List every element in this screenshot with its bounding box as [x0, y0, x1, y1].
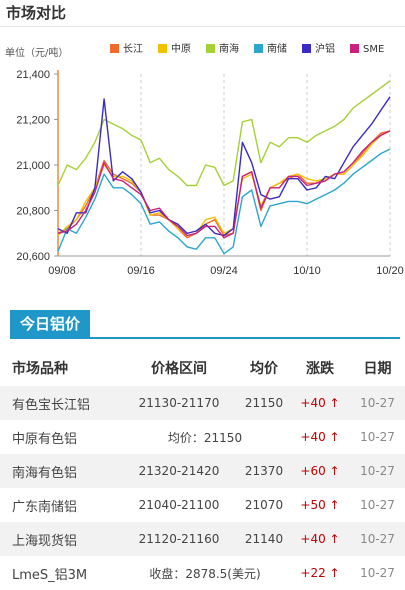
- cell-merged-price: 均价：21150: [167, 430, 243, 445]
- x-tick-label: 09/08: [48, 265, 76, 277]
- page-title: 市场对比: [6, 4, 67, 22]
- table-header-row: 市场品种 价格区间 均价 涨跌 日期: [0, 350, 405, 386]
- x-tick-label: 09/24: [210, 265, 238, 277]
- cell-change: +60 ↑: [290, 454, 350, 488]
- cell-market[interactable]: 有色宝长江铝: [0, 386, 120, 420]
- legend-swatch: [110, 44, 119, 53]
- col-header-date: 日期: [363, 361, 392, 377]
- legend-label: 南储: [267, 44, 287, 55]
- change-value: +40: [300, 396, 326, 410]
- cell-market[interactable]: 中原有色铝: [12, 431, 78, 447]
- y-tick-label: 21,000: [16, 160, 50, 172]
- change-value: +40: [300, 532, 326, 546]
- line-chart-canvas: 21,400 21,200 21,000 20,800 20,600 09/08 09/16…: [16, 69, 404, 277]
- cell-change: +40 ↑: [290, 420, 350, 454]
- change-value: +22: [300, 566, 326, 580]
- legend-item-changjiang[interactable]: 长江: [110, 44, 143, 58]
- cell-change: +50 ↑: [290, 488, 350, 522]
- cell-range: 21320-21420: [120, 454, 238, 488]
- legend-swatch: [206, 44, 215, 53]
- change-value: +40: [300, 430, 326, 444]
- legend-swatch: [158, 44, 167, 53]
- cell-range: 21130-21170: [120, 386, 238, 420]
- cell-date: 10-27: [350, 386, 405, 420]
- header-divider: [0, 26, 405, 27]
- arrow-up-icon: ↑: [329, 464, 340, 478]
- change-value: +50: [300, 498, 326, 512]
- cell-avg: 21150: [238, 386, 290, 420]
- cell-date: 10-27: [360, 566, 395, 580]
- arrow-up-icon: ↑: [329, 532, 340, 546]
- table-row[interactable]: 广东南储铝 21040-21100 21070 +50 ↑ 10-27: [0, 488, 405, 522]
- col-header-range: 价格区间: [151, 361, 207, 377]
- col-header-avg: 均价: [250, 361, 278, 377]
- legend-item-nanhai[interactable]: 南海: [206, 44, 239, 58]
- arrow-up-icon: ↑: [329, 430, 340, 444]
- table-row[interactable]: 有色宝长江铝 21130-21170 21150 +40 ↑ 10-27: [0, 386, 405, 420]
- legend-item-nanchu[interactable]: 南储: [254, 44, 287, 58]
- table-row[interactable]: LmeS_铝3M 收盘：2878.5(美元) +22 ↑ 10-27: [0, 556, 405, 590]
- cell-range: 21120-21160: [120, 522, 238, 556]
- legend-swatch: [350, 44, 359, 53]
- legend-swatch: [254, 44, 263, 53]
- cell-market[interactable]: 广东南储铝: [12, 499, 78, 515]
- series-line-南海: [57, 80, 391, 187]
- change-value: +60: [300, 464, 326, 478]
- cell-date: 10-27: [350, 522, 405, 556]
- legend-item-hulv[interactable]: 沪铝: [302, 44, 335, 58]
- table-row[interactable]: 中原有色铝 均价：21150 +40 ↑ 10-27: [0, 420, 405, 454]
- chart-unit-label: 单位（元/吨）: [5, 48, 69, 59]
- arrow-up-icon: ↑: [329, 498, 340, 512]
- cell-market[interactable]: 南海有色铝: [0, 454, 120, 488]
- cell-date: 10-27: [360, 430, 395, 444]
- arrow-up-icon: ↑: [329, 566, 340, 580]
- series-line-沪铝: [57, 96, 391, 237]
- cell-range: 21040-21100: [138, 498, 220, 512]
- col-header-change: 涨跌: [306, 361, 334, 377]
- cell-market[interactable]: 上海现货铝: [0, 522, 120, 556]
- legend-swatch: [302, 44, 311, 53]
- table-row[interactable]: 南海有色铝 21320-21420 21370 +60 ↑ 10-27: [0, 454, 405, 488]
- cell-change: +40 ↑: [290, 522, 350, 556]
- y-tick-label: 21,400: [16, 69, 50, 81]
- y-tick-label: 20,600: [16, 251, 50, 263]
- section-divider: [10, 337, 400, 339]
- cell-avg: 21370: [238, 454, 290, 488]
- market-compare-chart: 单位（元/吨） 长江 中原 南海 南储 沪铝 SME 21,400 21,200 2…: [0, 36, 405, 286]
- arrow-up-icon: ↑: [329, 396, 340, 410]
- legend-item-zhongyuan[interactable]: 中原: [158, 44, 191, 58]
- series-line-SME: [57, 130, 391, 239]
- legend-label: 长江: [123, 44, 143, 55]
- cell-date: 10-27: [350, 454, 405, 488]
- cell-date: 10-27: [360, 498, 395, 512]
- chart-legend: 长江 中原 南海 南储 沪铝 SME: [110, 44, 400, 58]
- x-tick-label: 10/20: [376, 265, 404, 277]
- legend-label: 南海: [219, 44, 239, 55]
- page-header: 市场对比: [0, 0, 405, 28]
- cell-market[interactable]: LmeS_铝3M: [12, 567, 88, 583]
- price-table: 市场品种 价格区间 均价 涨跌 日期 有色宝长江铝 21130-21170 21…: [0, 350, 405, 590]
- legend-label: 沪铝: [315, 44, 335, 55]
- legend-label: SME: [363, 44, 385, 55]
- cell-change: +22 ↑: [290, 556, 350, 590]
- section-tab-today-price[interactable]: 今日铝价: [10, 310, 90, 338]
- cell-avg: 21140: [238, 522, 290, 556]
- x-tick-label: 09/16: [127, 265, 155, 277]
- col-header-market: 市场品种: [12, 361, 68, 377]
- cell-change: +40 ↑: [290, 386, 350, 420]
- cell-merged-price: 收盘：2878.5(美元): [149, 566, 261, 581]
- legend-label: 中原: [171, 44, 191, 55]
- y-tick-label: 20,800: [16, 206, 50, 218]
- series-line-南储: [57, 148, 391, 255]
- table-row[interactable]: 上海现货铝 21120-21160 21140 +40 ↑ 10-27: [0, 522, 405, 556]
- y-tick-label: 21,200: [16, 115, 50, 127]
- x-tick-label: 10/10: [293, 265, 321, 277]
- cell-avg: 21070: [244, 498, 284, 512]
- legend-item-sme[interactable]: SME: [350, 44, 384, 58]
